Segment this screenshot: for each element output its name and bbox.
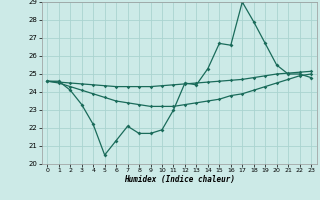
X-axis label: Humidex (Indice chaleur): Humidex (Indice chaleur) bbox=[124, 175, 235, 184]
